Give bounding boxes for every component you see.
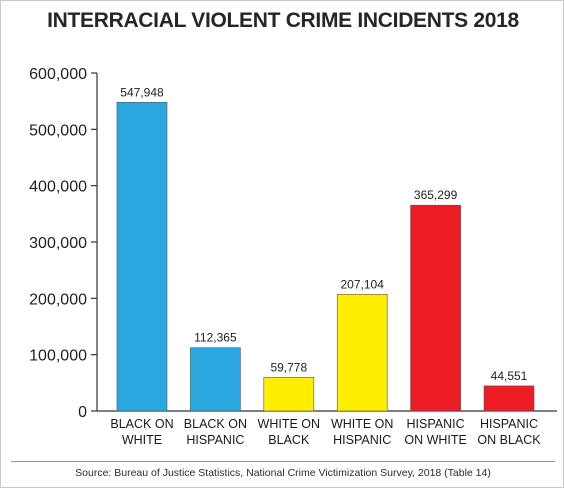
bar-value-label: 59,778	[270, 360, 307, 374]
category-label: BLACK ON	[184, 417, 247, 431]
y-tick-label: 500,000	[29, 122, 87, 139]
category-label: WHITE	[122, 433, 162, 447]
y-tick-label: 100,000	[29, 348, 87, 365]
source-note: Source: Bureau of Justice Statistics, Na…	[75, 467, 491, 479]
bar	[116, 102, 168, 412]
category-label: HISPANIC	[186, 433, 244, 447]
category-label: HISPANIC	[333, 433, 391, 447]
bar-value-label: 547,948	[120, 85, 164, 99]
category-label: HISPANIC	[480, 417, 538, 431]
chart-title: INTERRACIAL VIOLENT CRIME INCIDENTS 2018	[47, 9, 519, 32]
category-label: WHITE ON	[331, 417, 394, 431]
category-label: BLACK	[268, 433, 310, 447]
category-label: ON BLACK	[477, 433, 541, 447]
category-label: WHITE ON	[258, 417, 321, 431]
bar	[190, 347, 241, 412]
bar	[263, 377, 315, 412]
source-divider	[11, 461, 555, 462]
y-tick-label: 300,000	[29, 235, 87, 252]
category-label: ON WHITE	[404, 433, 467, 447]
category-label: HISPANIC	[407, 417, 465, 431]
bar	[336, 294, 388, 412]
bar-value-label: 365,299	[414, 188, 458, 202]
bar-value-label: 207,104	[341, 277, 385, 291]
y-tick-label: 200,000	[29, 291, 87, 308]
y-tick-label: 0	[78, 404, 87, 421]
bar	[410, 204, 461, 412]
category-label: BLACK ON	[110, 417, 173, 431]
y-tick-label: 400,000	[29, 179, 87, 196]
y-tick-label: 600,000	[29, 66, 87, 83]
bar	[483, 385, 535, 412]
bar-value-label: 112,365	[194, 331, 237, 345]
bar-value-label: 44,551	[491, 369, 528, 383]
